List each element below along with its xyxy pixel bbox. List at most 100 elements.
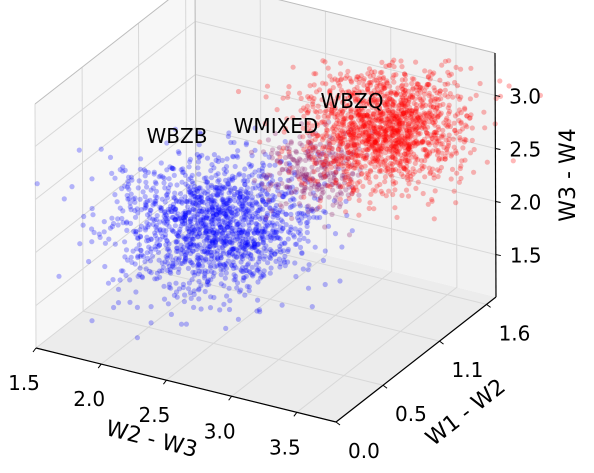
data-point (265, 199, 271, 205)
data-point (309, 123, 315, 129)
data-point (413, 185, 419, 191)
data-point (413, 59, 419, 65)
data-point (240, 227, 246, 233)
data-point (419, 98, 425, 104)
data-point (90, 212, 96, 218)
data-point (228, 197, 234, 203)
data-point (451, 144, 457, 150)
data-point (248, 149, 255, 155)
data-point (221, 226, 227, 233)
data-point (167, 269, 173, 275)
data-point (200, 214, 206, 220)
data-point (134, 235, 141, 241)
data-point (223, 238, 229, 244)
data-point (372, 139, 378, 145)
data-point (265, 186, 271, 193)
data-point (403, 82, 409, 88)
data-point (395, 108, 401, 114)
data-point (403, 141, 409, 147)
data-point (170, 262, 176, 268)
data-point (173, 206, 179, 212)
data-point (391, 64, 397, 70)
data-point (319, 191, 325, 197)
data-point (304, 175, 310, 181)
data-point (428, 98, 434, 104)
data-point (171, 166, 177, 172)
data-point (250, 228, 256, 234)
data-point (157, 204, 163, 210)
data-point (182, 208, 188, 215)
data-point (195, 261, 202, 267)
data-point (268, 265, 274, 271)
data-point (245, 261, 251, 267)
data-point (432, 142, 438, 148)
data-point (195, 243, 201, 249)
data-point (291, 234, 297, 240)
data-point (117, 205, 123, 211)
data-point (320, 58, 326, 64)
data-point (158, 173, 164, 179)
data-point (196, 154, 203, 160)
data-point (295, 211, 301, 217)
data-point (231, 246, 237, 252)
data-point (331, 98, 337, 104)
data-point (150, 202, 156, 208)
axis-panes (35, 0, 496, 422)
data-point (406, 145, 412, 152)
data-point (405, 107, 411, 114)
data-point (140, 189, 146, 195)
data-point (246, 284, 252, 290)
data-point (139, 252, 145, 258)
data-point (233, 212, 239, 218)
data-point (433, 147, 439, 153)
data-point (228, 208, 234, 215)
data-point (374, 85, 380, 91)
data-point (176, 286, 183, 292)
data-point (163, 192, 169, 198)
data-point (174, 198, 180, 204)
data-point (127, 277, 133, 283)
data-point (317, 141, 323, 147)
data-point (148, 236, 154, 242)
data-point (152, 232, 158, 239)
data-point (204, 155, 211, 161)
data-point (322, 144, 329, 150)
data-point (180, 215, 187, 221)
data-point (184, 226, 190, 232)
y-tick-label: 1.1 (452, 358, 484, 382)
data-point (318, 172, 324, 178)
data-point (201, 215, 207, 221)
data-point (390, 99, 396, 105)
data-point (246, 220, 252, 226)
data-point (158, 205, 164, 211)
data-point (178, 321, 185, 327)
data-point (182, 172, 188, 178)
data-point (369, 129, 375, 135)
data-point (148, 304, 154, 310)
data-point (212, 198, 218, 204)
z-tick (495, 201, 501, 204)
data-point (219, 225, 225, 231)
data-point (196, 171, 202, 177)
data-point (329, 181, 336, 188)
data-point (243, 140, 249, 146)
data-point (357, 163, 363, 169)
data-point (179, 260, 185, 266)
data-point (152, 246, 158, 252)
data-point (283, 211, 289, 217)
data-point (351, 120, 357, 127)
data-point (356, 112, 362, 118)
data-point (199, 255, 205, 261)
data-point (349, 191, 355, 197)
data-point (122, 239, 128, 245)
data-point (112, 241, 118, 247)
data-point (286, 149, 292, 155)
data-point (154, 276, 160, 282)
data-point (214, 185, 220, 191)
data-point (145, 224, 151, 230)
data-point (348, 142, 354, 148)
data-point (236, 172, 242, 178)
data-point (193, 231, 199, 237)
data-point (304, 223, 310, 229)
data-point (227, 205, 233, 211)
